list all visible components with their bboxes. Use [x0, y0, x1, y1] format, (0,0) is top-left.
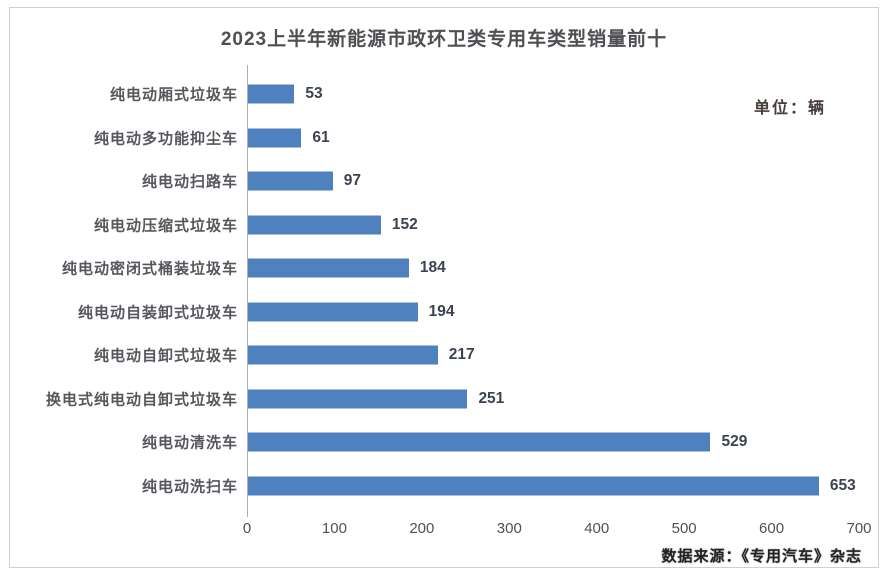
- bar-row: 纯电动自卸式垃圾车 217: [10, 334, 888, 377]
- bar-row: 纯电动自装卸式垃圾车 194: [10, 290, 888, 333]
- bar: [248, 476, 819, 495]
- bar-row: 纯电动洗扫车 653: [10, 464, 888, 507]
- x-axis-tick-label: 600: [759, 520, 785, 537]
- value-label: 251: [478, 389, 505, 407]
- bar: [248, 302, 418, 321]
- value-label: 529: [721, 433, 748, 450]
- value-label: 61: [312, 128, 330, 146]
- x-axis-tick-label: 500: [671, 520, 697, 537]
- x-axis-tick-label: 0: [242, 520, 252, 537]
- category-label: 纯电动厢式垃圾车: [109, 86, 238, 104]
- y-axis-line: [247, 65, 248, 517]
- category-label: 纯电动清洗车: [141, 434, 238, 452]
- bar: [248, 215, 381, 234]
- bar: [248, 171, 333, 191]
- plot-area: 纯电动厢式垃圾车 53 纯电动多功能抑尘车 61 纯电动扫路车 97 纯电动压缩式垃圾车 15…: [10, 65, 888, 517]
- x-axis-tick-label: 700: [846, 520, 872, 537]
- value-label: 97: [343, 172, 362, 189]
- category-label: 纯电动压缩式垃圾车: [93, 217, 238, 234]
- bar-row: 纯电动扫路车 97: [10, 160, 888, 203]
- bar: [248, 258, 409, 278]
- category-label: 纯电动多功能抑尘车: [93, 130, 238, 147]
- bar: [248, 84, 295, 104]
- x-axis-ticks: 0 100 200 300 400 500 600 700: [10, 520, 888, 540]
- value-label: 53: [305, 85, 323, 102]
- category-label: 纯电动洗扫车: [141, 478, 238, 495]
- value-label: 152: [391, 215, 418, 233]
- category-label: 纯电动自装卸式垃圾车: [77, 304, 238, 321]
- x-axis-tick-label: 300: [496, 520, 522, 537]
- chart-frame: 2023上半年新能源市政环卫类专用车类型销量前十 单位：辆 纯电动厢式垃圾车 53…: [9, 7, 879, 568]
- value-label: 184: [419, 259, 446, 276]
- bar-row: 纯电动清洗车 529: [10, 421, 888, 464]
- category-label: 换电式纯电动自卸式垃圾车: [45, 391, 238, 408]
- source-note: 数据来源：《专用汽车》杂志: [661, 548, 862, 565]
- unit-label: 单位：辆: [753, 100, 826, 117]
- bar-row: 纯电动多功能抑尘车 61: [10, 116, 888, 159]
- category-label: 纯电动密闭式桶装垃圾车: [61, 260, 238, 278]
- bar: [248, 432, 711, 452]
- value-label: 194: [428, 302, 455, 320]
- bar-row: 换电式纯电动自卸式垃圾车 251: [10, 377, 888, 420]
- x-axis-tick-label: 100: [321, 520, 347, 537]
- value-label: 653: [829, 476, 856, 494]
- value-label: 217: [448, 346, 475, 363]
- category-label: 纯电动扫路车: [141, 173, 238, 191]
- chart-title: 2023上半年新能源市政环卫类专用车类型销量前十: [220, 29, 668, 50]
- x-axis-tick-label: 200: [409, 520, 435, 537]
- bar: [248, 389, 468, 408]
- bar-row: 纯电动厢式垃圾车 53: [10, 73, 888, 116]
- bar: [248, 345, 438, 365]
- bar-row: 纯电动压缩式垃圾车 152: [10, 203, 888, 246]
- bar: [248, 128, 302, 147]
- category-label: 纯电动自卸式垃圾车: [93, 347, 238, 365]
- x-axis-tick-label: 400: [584, 520, 610, 537]
- bar-row: 纯电动密闭式桶装垃圾车 184: [10, 247, 888, 290]
